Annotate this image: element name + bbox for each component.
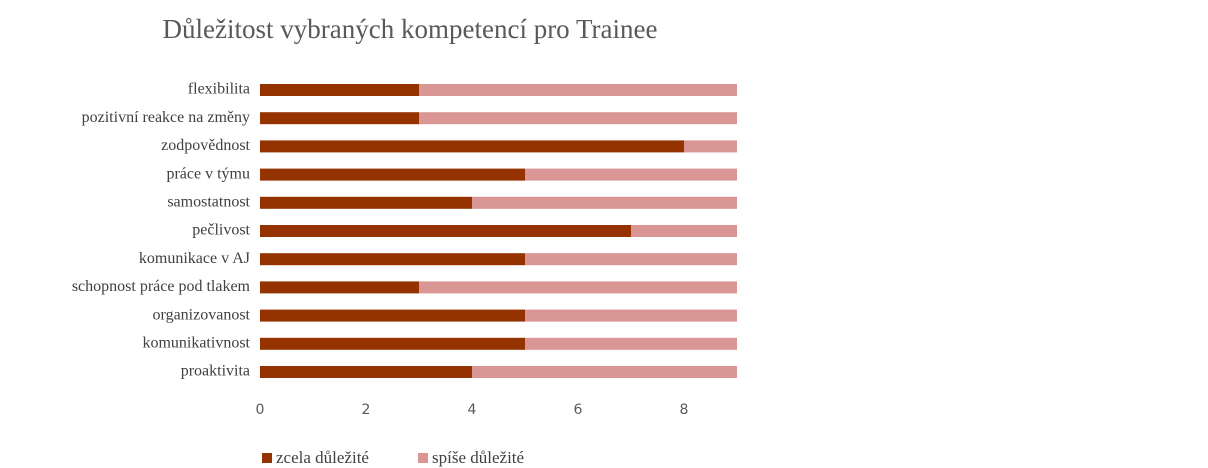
bar-segment bbox=[631, 225, 737, 237]
x-tick-label: 0 bbox=[256, 402, 265, 418]
y-tick-label: proaktivita bbox=[181, 363, 250, 380]
bar-segment bbox=[525, 168, 737, 181]
bar-segment bbox=[472, 366, 737, 378]
bar-segment bbox=[472, 196, 737, 209]
bar-segment bbox=[419, 84, 737, 96]
bar-segment bbox=[260, 84, 419, 96]
y-tick-label: zodpovědnost bbox=[161, 137, 250, 154]
x-tick-label: 6 bbox=[574, 402, 583, 418]
y-tick-label: schopnost práce pod tlakem bbox=[72, 278, 251, 295]
legend-swatch bbox=[262, 453, 272, 463]
legend-label: zcela důležité bbox=[276, 448, 369, 467]
bar-segment bbox=[260, 112, 419, 125]
bar-segment bbox=[419, 281, 737, 294]
x-tick-label: 8 bbox=[680, 402, 689, 418]
bar-segment bbox=[525, 337, 737, 350]
y-tick-label: pečlivost bbox=[192, 222, 250, 239]
y-tick-label: komunikativnost bbox=[142, 334, 250, 351]
bar-segment bbox=[260, 309, 525, 322]
y-tick-label: flexibilita bbox=[188, 81, 250, 98]
bar-segment bbox=[260, 225, 631, 237]
bar-segment bbox=[260, 253, 525, 266]
y-tick-label: organizovanost bbox=[153, 306, 251, 323]
x-tick-label: 2 bbox=[362, 402, 371, 418]
x-tick-label: 4 bbox=[468, 402, 477, 418]
chart-title: Důležitost vybraných kompetencí pro Trai… bbox=[163, 14, 658, 44]
bar-segment bbox=[260, 281, 419, 294]
bar-segment bbox=[419, 112, 737, 125]
bar-segment bbox=[260, 168, 525, 181]
bar-segment bbox=[525, 309, 737, 322]
y-tick-label: komunikace v AJ bbox=[139, 250, 250, 267]
bar-segment bbox=[684, 140, 737, 153]
bar-segment bbox=[525, 253, 737, 266]
legend-swatch bbox=[418, 453, 428, 463]
bar-segment bbox=[260, 337, 525, 350]
y-tick-label: práce v týmu bbox=[166, 165, 250, 182]
legend-label: spíše důležité bbox=[432, 448, 524, 467]
y-tick-label: pozitivní reakce na změny bbox=[82, 109, 250, 126]
bar-segment bbox=[260, 366, 472, 378]
bar-segment bbox=[260, 196, 472, 209]
y-tick-label: samostatnost bbox=[167, 193, 250, 210]
bar-segment bbox=[260, 140, 684, 153]
